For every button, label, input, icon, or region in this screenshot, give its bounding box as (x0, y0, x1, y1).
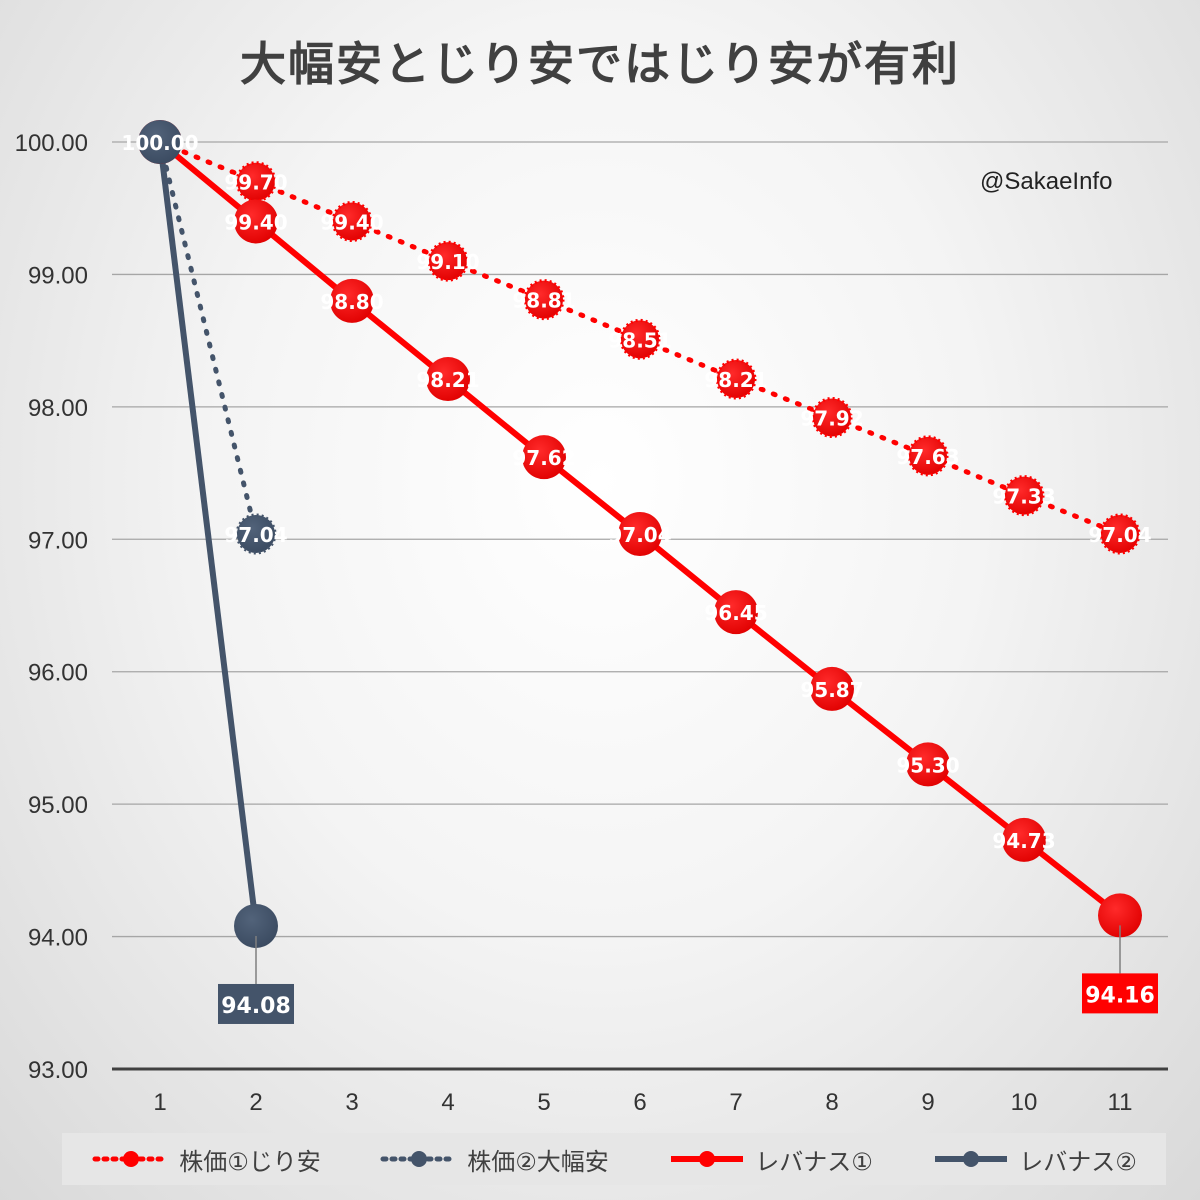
data-label: 98.21 (416, 368, 479, 392)
data-point (714, 590, 758, 635)
callout-box (218, 983, 294, 1024)
data-point (522, 435, 566, 480)
y-tick-label: 96.00 (28, 660, 88, 687)
data-label: 100.00 (121, 131, 198, 155)
data-label: 94.73 (992, 829, 1055, 853)
x-tick-label: 7 (729, 1089, 742, 1116)
data-label: 98.21 (704, 368, 767, 392)
callout-box (1082, 973, 1158, 1014)
x-tick-label: 11 (1108, 1089, 1133, 1116)
data-label: 98.81 (512, 289, 575, 313)
x-tick-label: 8 (825, 1089, 838, 1116)
data-point (715, 358, 757, 400)
x-tick-label: 1 (153, 1089, 166, 1116)
x-tick-label: 5 (537, 1089, 550, 1116)
data-point (330, 278, 374, 323)
legend-swatch-dotted-navy (380, 1151, 458, 1167)
x-tick-label: 10 (1011, 1089, 1038, 1116)
x-tick-label: 9 (921, 1089, 934, 1116)
data-label: 97.04 (1088, 523, 1151, 547)
data-point (810, 666, 854, 711)
data-label: 99.40 (320, 210, 383, 234)
legend-swatch-solid-red (671, 1151, 744, 1167)
y-tick-label: 95.00 (28, 792, 88, 819)
data-point (811, 396, 853, 438)
data-label: 99.10 (416, 250, 479, 274)
data-label: 99.70 (224, 171, 287, 195)
legend-label: レバナス① (755, 1147, 873, 1176)
data-label: 97.92 (800, 406, 863, 430)
data-label: 98.80 (320, 290, 383, 314)
series-line-2 (157, 139, 259, 537)
data-point (1003, 475, 1045, 517)
legend-item-series-4[interactable]: レバナス② (931, 1142, 1137, 1177)
x-tick-label: 2 (249, 1089, 262, 1116)
y-tick-label: 100.00 (15, 130, 88, 157)
data-point (234, 903, 278, 948)
data-label: 97.04 (608, 523, 671, 547)
chart-title: 大幅安とじり安ではじり安が有利 (240, 37, 960, 91)
y-tick-label: 99.00 (28, 262, 88, 289)
legend-item-series-3[interactable]: レバナス① (667, 1142, 873, 1177)
watermark: @SakaeInfo (980, 168, 1113, 195)
data-point (331, 200, 373, 242)
data-label: 94.16 (1085, 983, 1155, 1008)
y-tick-label: 93.00 (28, 1057, 88, 1084)
legend-label: 株価①じり安 (179, 1147, 321, 1176)
legend-label: 株価②大幅安 (467, 1147, 609, 1176)
data-point (618, 511, 662, 556)
x-tick-label: 6 (633, 1089, 646, 1116)
legend-label: レバナス② (1019, 1147, 1137, 1176)
data-point (619, 318, 661, 360)
data-label: 95.87 (800, 678, 863, 702)
data-label: 99.40 (224, 210, 287, 234)
data-point (234, 199, 278, 244)
data-point (1099, 513, 1141, 555)
line-chart: 100.00 99.00 98.00 97.00 96.00 95.00 94.00 93.0… (15, 120, 1168, 1116)
data-point (907, 435, 949, 477)
data-label: 96.45 (704, 601, 767, 625)
series-line-4 (157, 141, 259, 927)
data-point (235, 513, 277, 555)
y-tick-label: 94.00 (28, 925, 88, 952)
data-point (906, 742, 950, 787)
data-point (1098, 893, 1142, 938)
data-point (426, 357, 470, 402)
y-tick-label: 98.00 (28, 395, 88, 422)
legend-item-series-1[interactable]: 株価①じり安 (91, 1142, 321, 1177)
data-label: 95.30 (896, 753, 959, 777)
data-label: 98.51 (608, 328, 671, 352)
data-point (235, 161, 277, 203)
legend-item-series-2[interactable]: 株価②大幅安 (379, 1142, 609, 1177)
data-label: 97.63 (896, 445, 959, 469)
x-tick-label: 3 (345, 1089, 358, 1116)
legend-swatch-dotted-red (92, 1151, 170, 1167)
data-point (138, 120, 182, 164)
legend: 株価①じり安 株価②大幅安 レバナス① レバナス② (62, 1133, 1166, 1185)
y-tick-label: 97.00 (28, 527, 88, 554)
data-point (523, 279, 565, 321)
data-label: 97.62 (512, 446, 575, 470)
data-label: 97.04 (224, 523, 287, 547)
legend-swatch-solid-navy (935, 1151, 1008, 1167)
x-tick-label: 4 (441, 1089, 454, 1116)
data-point (427, 240, 469, 282)
data-label: 94.08 (221, 994, 291, 1019)
data-label: 97.33 (992, 485, 1055, 509)
data-point (1002, 817, 1046, 862)
